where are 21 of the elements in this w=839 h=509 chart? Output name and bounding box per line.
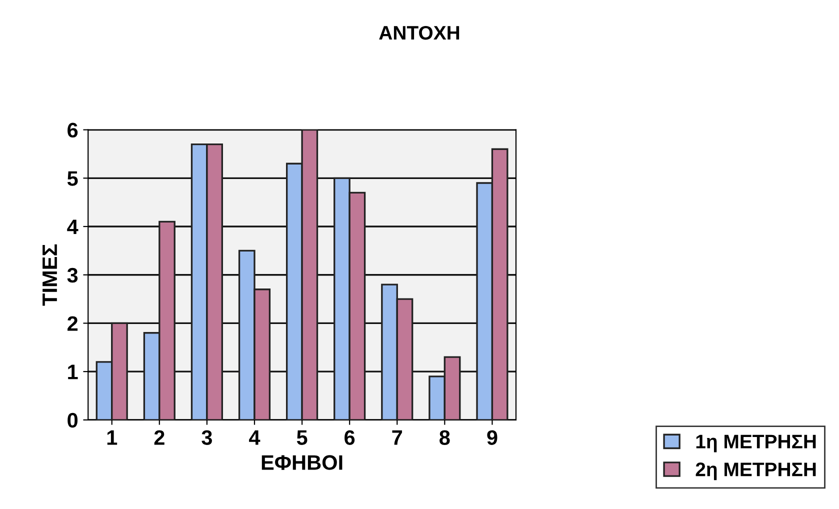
y-tick-label: 4 — [67, 220, 78, 234]
x-tick-label: 1 — [107, 430, 118, 445]
y-tick-label: 3 — [67, 268, 78, 283]
x-axis-title: ΕΦΗΒΟΙ — [262, 455, 342, 470]
y-tick-label: 6 — [68, 122, 78, 138]
x-tick-label: 3 — [202, 430, 212, 445]
x-tick-label: 8 — [440, 430, 450, 445]
legend-label: 1η ΜΕΤΡΗΣΗ — [696, 434, 816, 452]
y-axis-title: ΤΙΜΕΣ — [42, 244, 57, 306]
legend-label: 2η ΜΕΤΡΗΣΗ — [696, 462, 816, 480]
chart-title: ΑΝΤΟΧΗ — [379, 26, 460, 40]
x-tick-label: 5 — [296, 430, 308, 445]
x-tick-label: 2 — [154, 430, 164, 445]
x-tick-label: 7 — [392, 430, 402, 445]
y-tick-label: 1 — [68, 364, 78, 380]
x-tick-label: 4 — [249, 430, 260, 445]
y-tick-label: 0 — [68, 412, 78, 428]
y-tick-label: 5 — [67, 171, 78, 186]
x-tick-label: 9 — [487, 430, 498, 445]
x-tick-label: 6 — [344, 430, 355, 445]
y-tick-label: 2 — [68, 316, 78, 331]
